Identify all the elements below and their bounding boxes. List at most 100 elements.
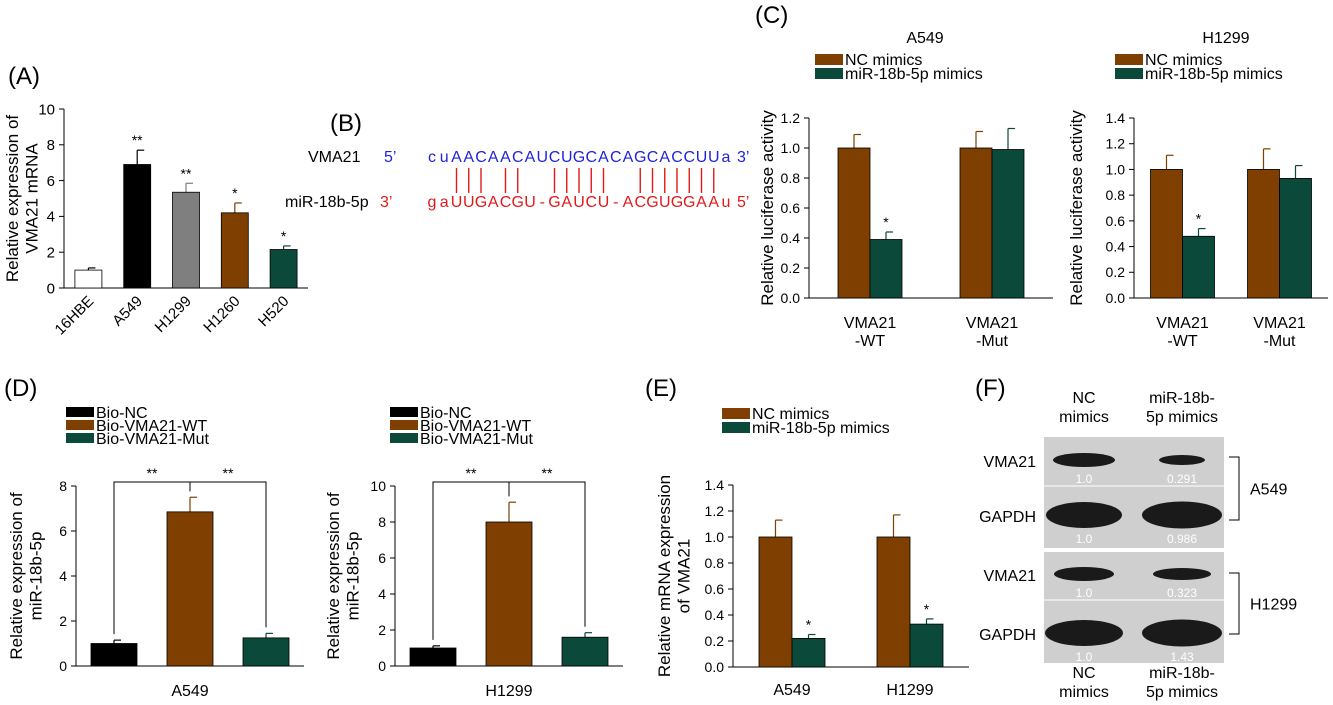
chartD2-legend-swatch <box>390 433 418 443</box>
chartD1-bracket <box>189 481 267 628</box>
chartE-ylabel-line: of VMA21 <box>675 539 694 614</box>
blot-band-value: 1.0 <box>1076 586 1093 600</box>
chart-a-x-tick-label: H520 <box>255 293 292 330</box>
chartD2-y-tick-label: 8 <box>378 514 386 530</box>
chartD2-bracket-label: ** <box>466 465 477 481</box>
vma21-nucleotide: A <box>488 149 499 166</box>
chartC1-ylabel-group: Relative luciferase activity <box>758 110 777 306</box>
blot-col-footer-mir-line: miR-18b- <box>1149 665 1215 682</box>
mir-nucleotide: C <box>500 194 512 211</box>
vma21-nucleotide: U <box>696 149 708 166</box>
blot-col-footer-mir: miR-18b- 5p mimics <box>1146 665 1218 701</box>
chartC2-bar <box>1279 178 1312 299</box>
chart-a-y-tick-label: 4 <box>47 209 55 226</box>
chartC1-title: A549 <box>906 30 943 47</box>
chartC2-bar <box>1150 169 1183 299</box>
chartC1-y-tick-label: 0.6 <box>781 200 801 216</box>
mir-5prime: 5’ <box>737 194 749 211</box>
chartC1-y-tick-label: 1.2 <box>781 110 801 126</box>
chartC1-y-tick-label: 0.4 <box>781 230 801 246</box>
chartD1-ylabel-group: Relative expression ofmiR-18b-5p <box>7 492 46 660</box>
panel-f-western-blot: NC mimics miR-18b- 5p mimics NC mimics miR-18b… <box>979 390 1297 701</box>
chartE-x-tick-label-line: H1299 <box>886 682 933 699</box>
mir-nucleotide: U <box>524 194 536 211</box>
chartD2-legend-swatch <box>390 420 418 430</box>
chartD1-y-tick-label: 0 <box>59 658 67 674</box>
chartC2-y-tick-label: 0.0 <box>1106 290 1126 306</box>
chartC1-y-tick-label: 0.8 <box>781 170 801 186</box>
chartC1-x-tick-label-line: VMA21 <box>844 315 897 332</box>
blot-band <box>1045 620 1123 646</box>
chart-a-significance: * <box>281 228 287 244</box>
chartE-y-tick-label: 1.2 <box>705 503 725 519</box>
chartD1-legend-label: Bio-NC <box>96 405 148 422</box>
vma21-nucleotide: U <box>536 149 548 166</box>
chartD1-y-tick-label: 2 <box>59 613 67 629</box>
chartC1-x-tick-label-line: VMA21 <box>966 315 1019 332</box>
vma21-nucleotide: A <box>598 149 609 166</box>
vma21-nucleotide: A <box>451 149 462 166</box>
chartE-y-tick-label: 1.0 <box>705 529 725 545</box>
chartC2-bar <box>1247 169 1280 299</box>
mir-nucleotide: A <box>561 194 572 211</box>
chartE-ylabel-line: Relative mRNA expression <box>655 475 674 677</box>
mir-label: miR-18b-5p <box>285 194 369 211</box>
mir-nucleotide: - <box>540 194 545 211</box>
blot-band <box>1046 502 1122 528</box>
chartD1-legend-label: Bio-VMA21-Mut <box>96 431 209 448</box>
blot-group-bracket <box>1229 456 1240 521</box>
chartC2-significance: * <box>1196 211 1202 227</box>
chart-a-significance: ** <box>181 165 192 181</box>
chartC1-bar <box>959 147 993 299</box>
blot-band <box>1153 568 1211 580</box>
vma21-nucleotide: A <box>659 149 670 166</box>
chartE-bar <box>909 623 944 668</box>
mir-nucleotide: C <box>634 194 646 211</box>
chartD2-bracket <box>508 481 586 627</box>
chartD2-y-tick-label: 2 <box>378 622 386 638</box>
chartD1-bar <box>166 511 214 667</box>
chartC1-x-tick-label-line: -WT <box>855 333 885 350</box>
chartC2-y-tick-label: 0.6 <box>1106 213 1126 229</box>
chartC1-ylabel: Relative luciferase activity <box>758 110 777 306</box>
chart-a-y-tick-label: 0 <box>47 280 55 297</box>
mir-nucleotide: G <box>671 194 683 211</box>
chartE-legend-swatch <box>722 408 750 419</box>
chartC2-y-tick-label: 0.2 <box>1106 264 1126 280</box>
chartC1-x-tick-label-line: -Mut <box>976 333 1009 350</box>
chartC2-x-tick-label-line: -Mut <box>1264 333 1297 350</box>
vma21-nucleotide: C <box>610 149 622 166</box>
chartE-significance: * <box>806 617 812 633</box>
vma21-nucleotide: U <box>708 149 720 166</box>
chartC1-bar <box>991 149 1025 299</box>
blot-band-value: 1.0 <box>1076 532 1093 546</box>
chartD2-y-tick-label: 0 <box>378 658 386 674</box>
vma21-nucleotide: G <box>634 149 646 166</box>
chartE-x-tick-label: A549 <box>773 682 810 699</box>
chartC2-x-tick-label: VMA21 -WT <box>1156 315 1209 350</box>
blot-col-header-nc: NC mimics <box>1059 390 1109 426</box>
chartC1-bar <box>869 239 903 299</box>
blot-row-label: VMA21 <box>984 568 1037 585</box>
blot-band <box>1054 567 1114 581</box>
chartD2-ylabel-line: Relative expression of <box>324 492 343 660</box>
chartE-x-tick-label-line: A549 <box>773 682 810 699</box>
chartD2-bracket-label: ** <box>542 465 553 481</box>
chartC2-title: H1299 <box>1202 30 1249 47</box>
blot-band-value: 0.291 <box>1167 472 1197 486</box>
chartC2-y-tick-label: 0.8 <box>1106 187 1126 203</box>
blot-band <box>1142 501 1222 529</box>
panel-label-b: (B) <box>330 110 362 137</box>
mir-nucleotide: U <box>463 194 475 211</box>
chart-a-ylabel-line: Relative expression of <box>3 115 22 283</box>
blot-band <box>1142 619 1222 647</box>
blot-band-value: 1.0 <box>1076 472 1093 486</box>
vma21-nucleotide: A <box>500 149 511 166</box>
blot-col-header-nc-line: NC <box>1072 390 1095 407</box>
chartE-y-tick-label: 0.8 <box>705 555 725 571</box>
chart-a-x-tick-label: H1260 <box>200 293 243 336</box>
chartD1-bracket-label: ** <box>147 465 158 481</box>
mir-3prime: 3’ <box>380 194 392 211</box>
vma21-nucleotide: C <box>585 149 597 166</box>
